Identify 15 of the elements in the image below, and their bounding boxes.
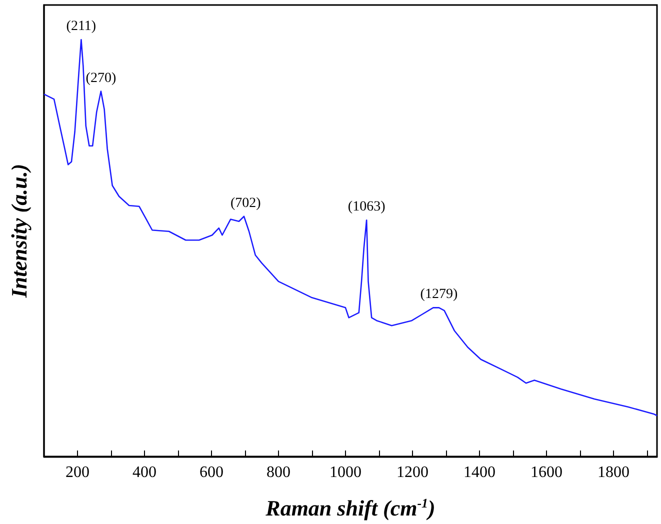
annotation: (211) [66, 19, 96, 34]
x-tick-label: 1200 [396, 464, 428, 481]
x-tick-label: 200 [65, 464, 90, 481]
x-tick-label: 1800 [597, 464, 630, 481]
y-axis-title: Intensity (a.u.) [6, 164, 32, 299]
x-tick-label: 400 [132, 464, 156, 481]
annotation: (1279) [420, 287, 458, 302]
annotation: (702) [230, 196, 262, 211]
x-tick-label: 1400 [463, 464, 496, 481]
x-tick-label: 1600 [530, 464, 562, 481]
x-tick-label: 800 [266, 464, 290, 481]
x-tick-label: 600 [199, 464, 224, 481]
x-tick-label: 1000 [329, 464, 362, 481]
annotation: (1063) [348, 200, 386, 215]
annotation: (270) [86, 70, 116, 86]
